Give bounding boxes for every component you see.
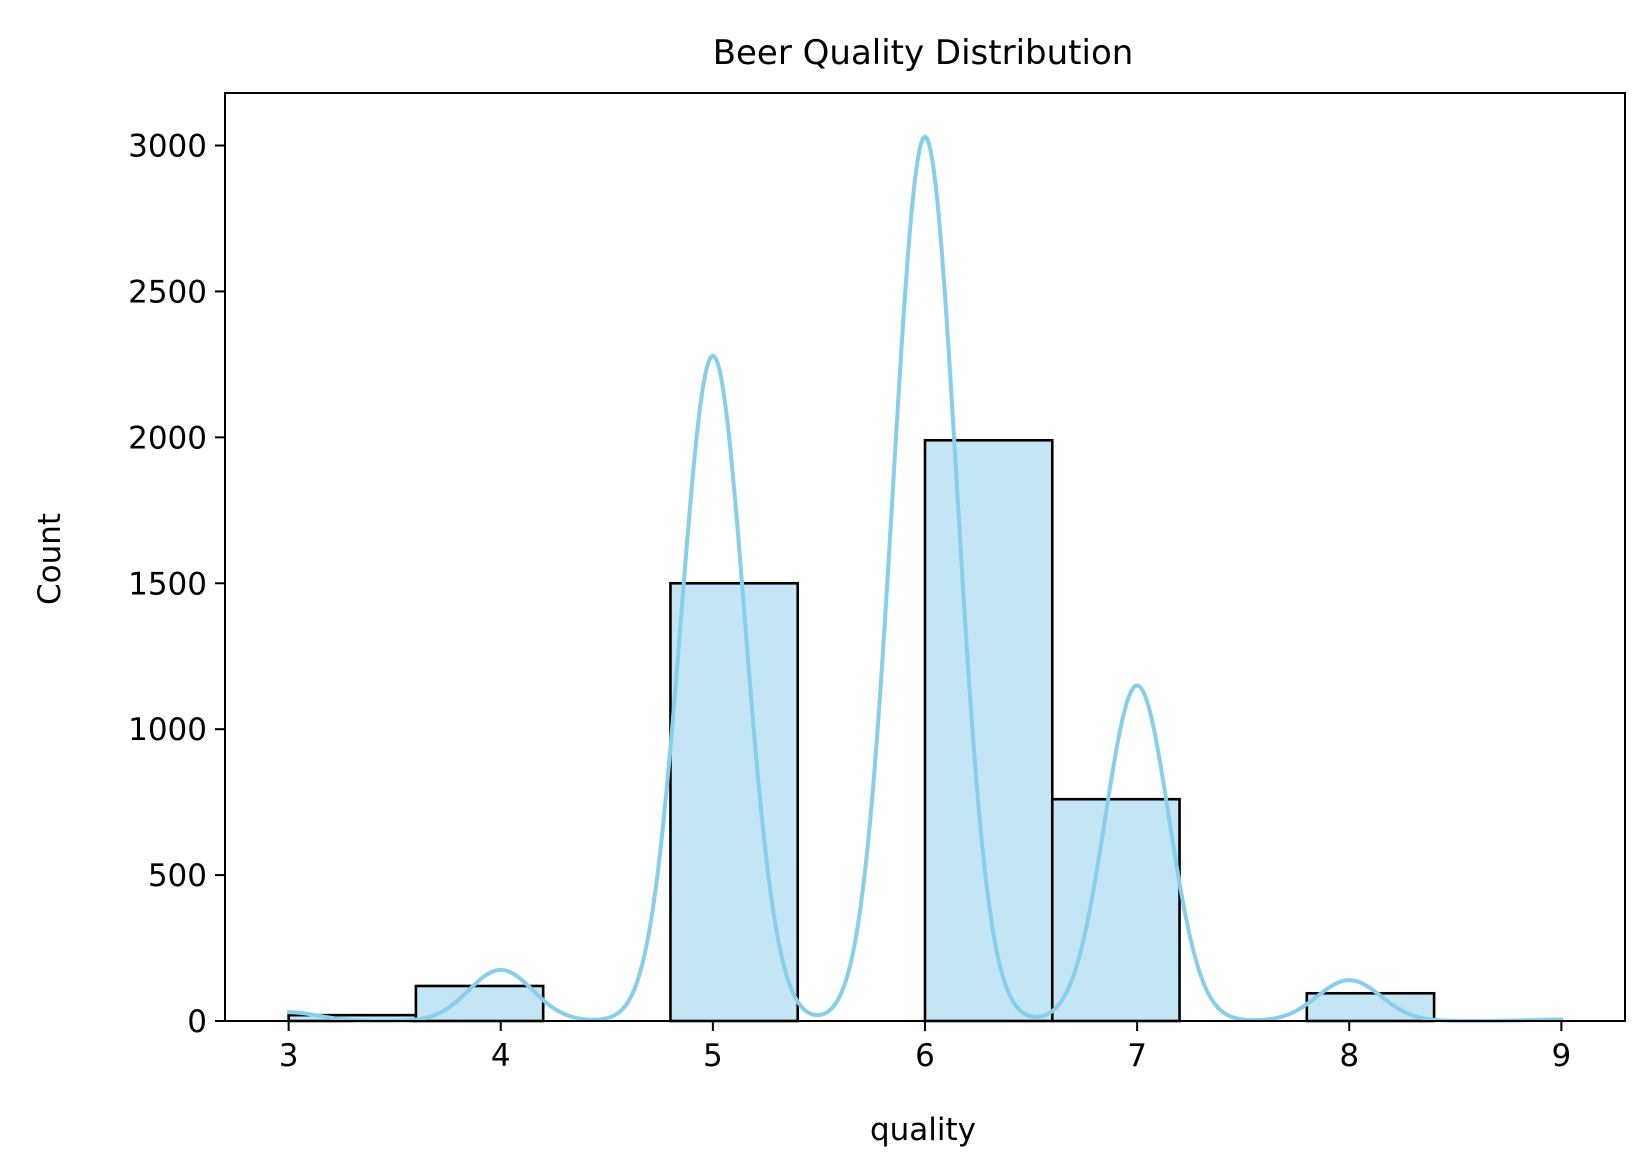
- x-axis: 3 4 5 6 7 8 9: [279, 1021, 1571, 1074]
- plot-frame: [224, 92, 1626, 1022]
- kde-group: [286, 134, 1564, 1023]
- y-tick-label: 500: [148, 858, 207, 894]
- kde-line: [286, 134, 1564, 1023]
- x-tick-label: 4: [491, 1038, 511, 1074]
- x-tick-label: 8: [1339, 1038, 1359, 1074]
- x-tick-label: 6: [915, 1038, 935, 1074]
- histogram-bar: [1050, 797, 1181, 1023]
- x-axis-label: quality: [870, 1112, 976, 1148]
- y-tick-label: 1000: [128, 712, 207, 748]
- y-tick-label: 2500: [128, 274, 207, 310]
- x-tick-label: 7: [1127, 1038, 1147, 1074]
- histogram-bar: [923, 438, 1054, 1023]
- bars-group: [287, 438, 1436, 1023]
- y-axis: 0 500 1000 1500 2000 2500 3000: [128, 129, 225, 1040]
- x-tick-label: 9: [1551, 1038, 1571, 1074]
- y-tick-label: 2000: [128, 420, 207, 456]
- y-tick-label: 1500: [128, 566, 207, 602]
- x-tick-label: 3: [279, 1038, 299, 1074]
- histogram-bar: [669, 581, 800, 1023]
- y-axis-label: Count: [32, 513, 68, 605]
- y-tick-label: 0: [187, 1004, 207, 1040]
- chart-title: Beer Quality Distribution: [713, 33, 1134, 73]
- x-tick-label: 5: [703, 1038, 723, 1074]
- y-tick-label: 3000: [128, 129, 207, 165]
